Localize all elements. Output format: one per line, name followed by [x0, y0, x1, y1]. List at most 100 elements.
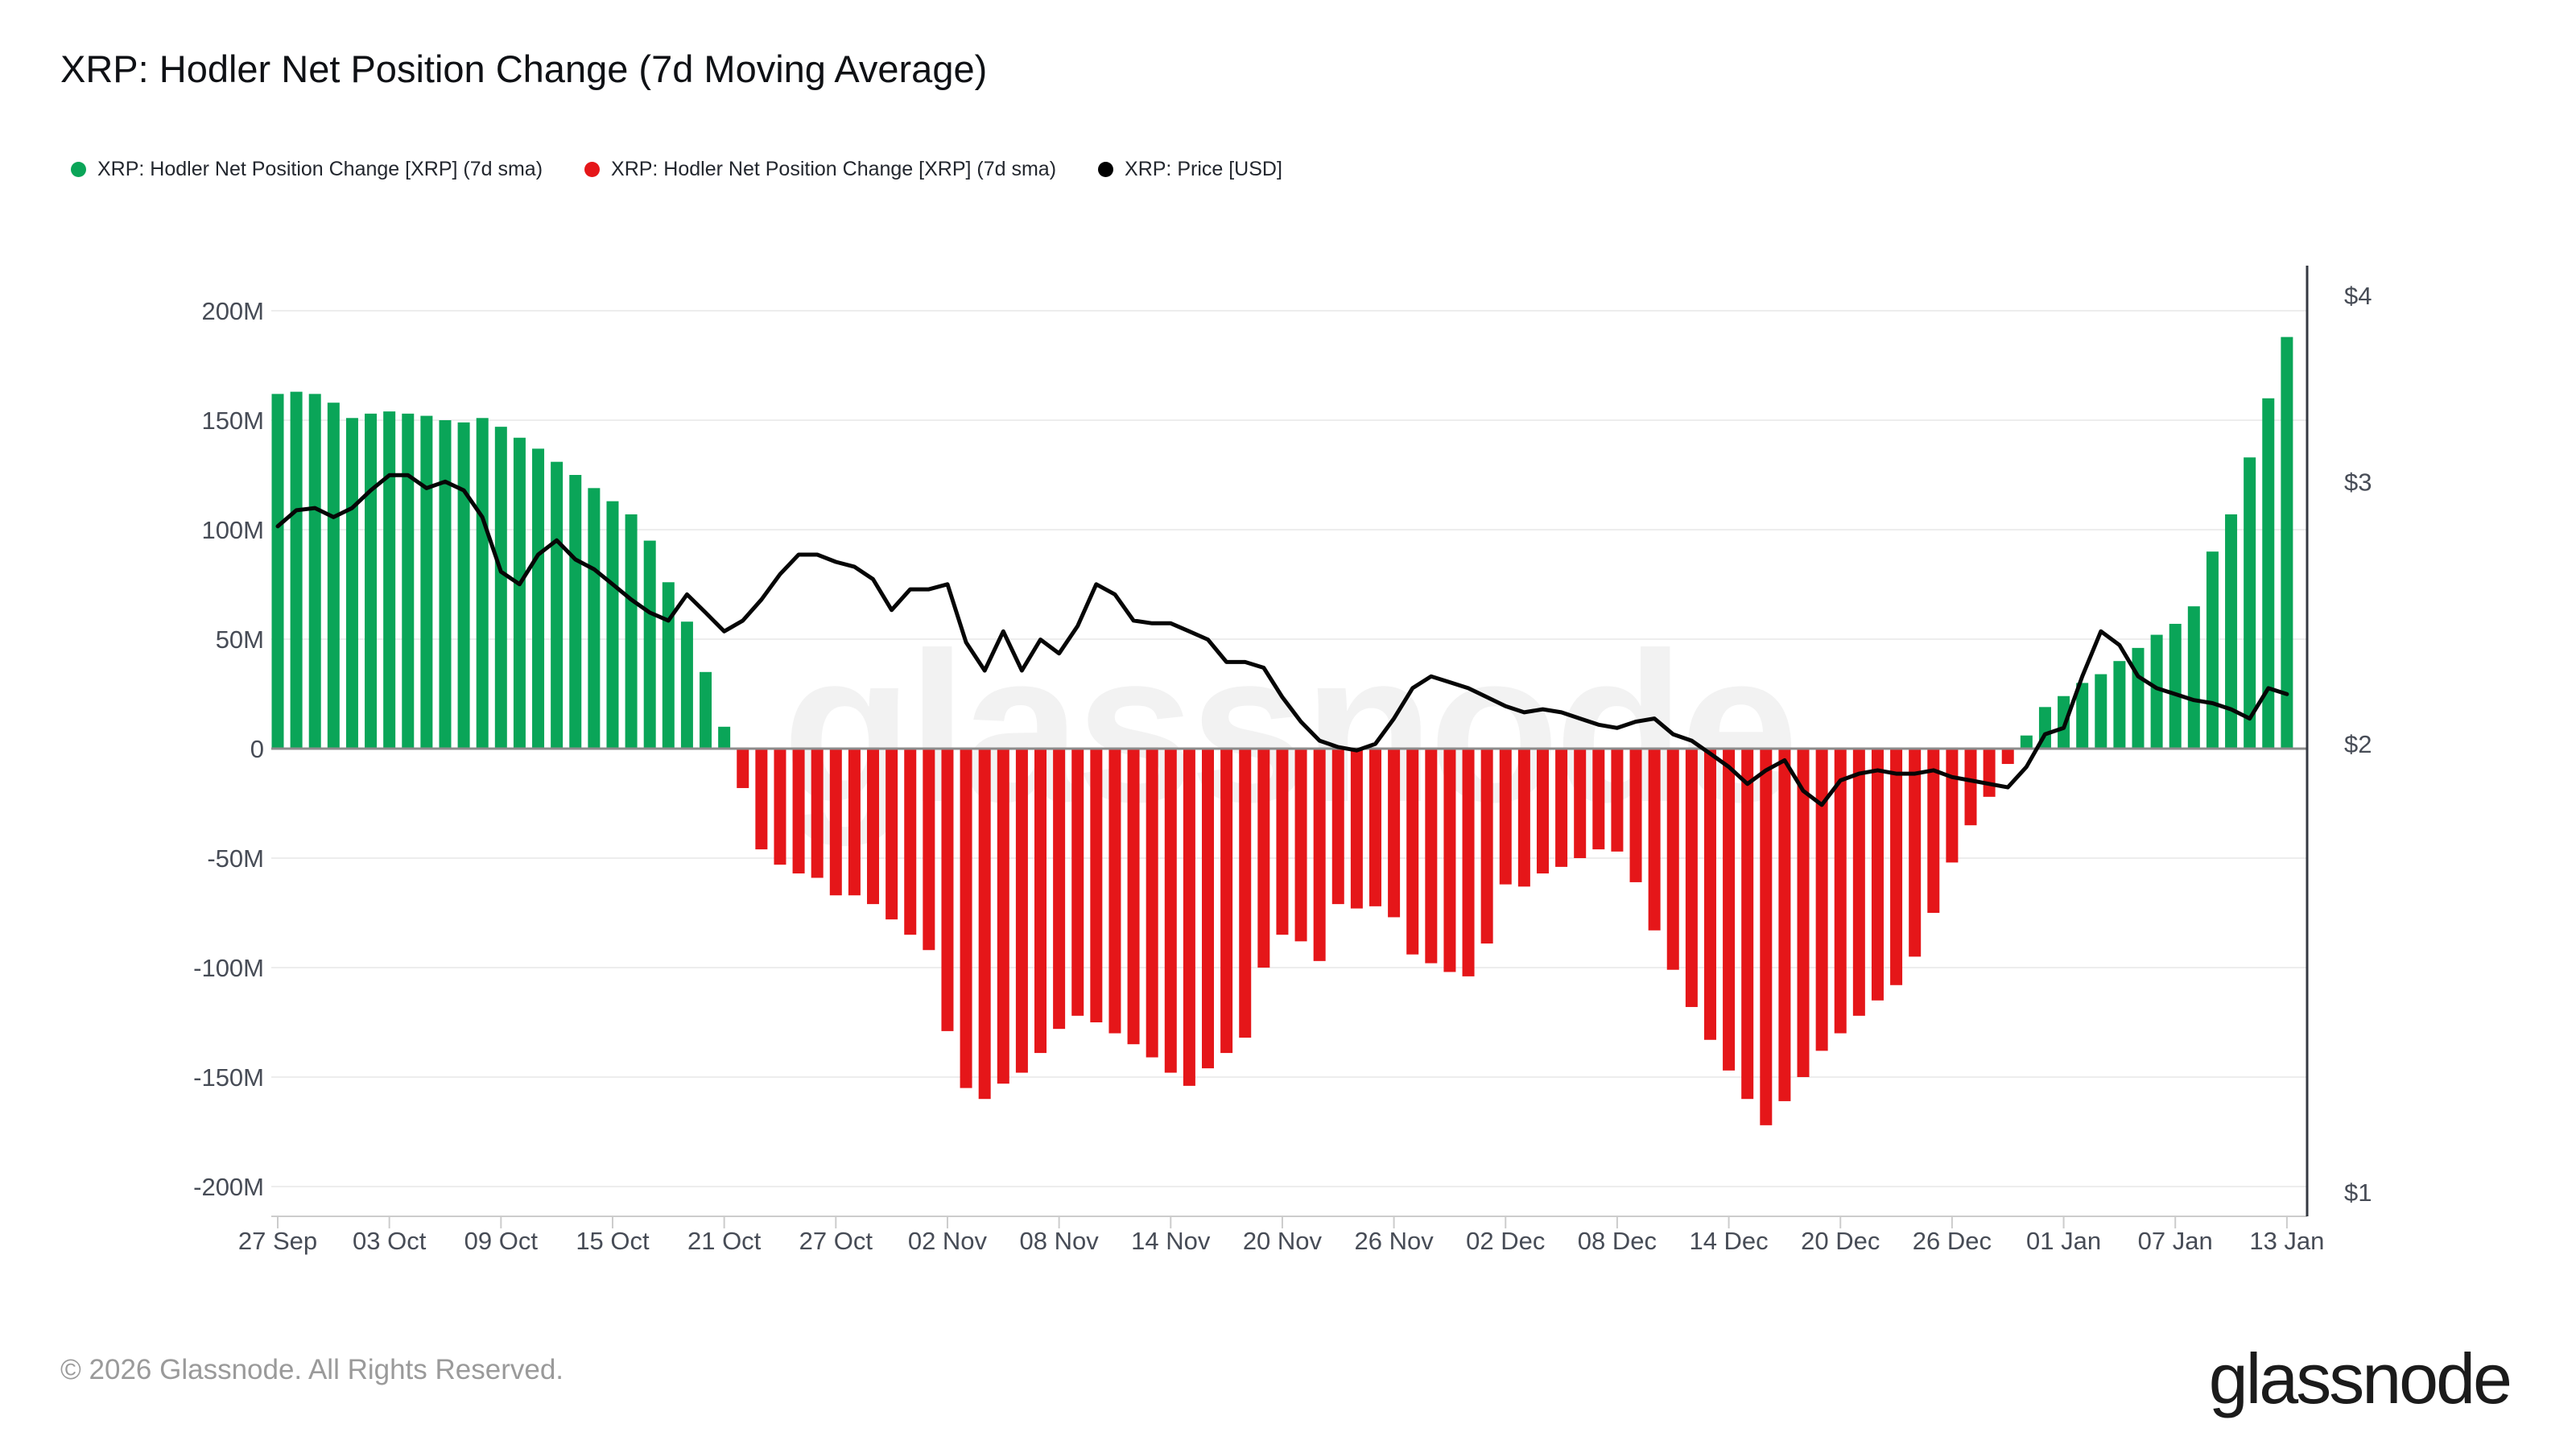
x-axis-label: 26 Dec [1913, 1227, 1992, 1255]
bar-positive [662, 582, 675, 749]
legend-item-label: XRP: Hodler Net Position Change [XRP] (7… [611, 158, 1057, 180]
bar-positive [606, 501, 619, 749]
bar-negative [1536, 749, 1549, 874]
y-axis-label: 100M [201, 516, 264, 544]
bar-positive [569, 475, 582, 749]
bar-negative [1257, 749, 1270, 968]
bar-positive [680, 621, 693, 749]
bar-negative [1015, 749, 1028, 1073]
legend-item-2[interactable]: XRP: Price [USD] [1098, 158, 1282, 181]
bar-positive [2262, 398, 2275, 749]
x-axis-label: 27 Sep [238, 1227, 317, 1255]
bar-positive [383, 411, 396, 749]
bar-negative [1517, 749, 1530, 887]
bar-negative [792, 749, 805, 874]
y-axis-label: 50M [216, 625, 264, 654]
bar-negative [1202, 749, 1214, 1069]
copyright-text: © 2026 Glassnode. All Rights Reserved. [60, 1354, 564, 1385]
bar-negative [1741, 749, 1754, 1100]
bar-negative [1071, 749, 1084, 1016]
bar-positive [513, 437, 526, 749]
bar-negative [1666, 749, 1679, 970]
bar-positive [2020, 735, 2033, 749]
bar-positive [308, 394, 321, 749]
bar-negative [811, 749, 824, 878]
bar-negative [1760, 749, 1773, 1125]
chart-legend: XRP: Hodler Net Position Change [XRP] (7… [71, 158, 1282, 181]
bar-negative [755, 749, 768, 850]
bar-negative [941, 749, 954, 1031]
bar-positive [271, 394, 284, 749]
bar-positive [532, 448, 545, 749]
y-axis-label: 150M [201, 407, 264, 435]
bar-positive [551, 461, 564, 749]
bar-positive [439, 420, 452, 749]
y-axis-label: -50M [207, 844, 264, 873]
bar-positive [2132, 647, 2145, 749]
bar-negative [1406, 749, 1419, 955]
bar-positive [290, 391, 303, 749]
bar-negative [1443, 749, 1456, 972]
bar-positive [476, 418, 489, 749]
bar-negative [1946, 749, 1959, 863]
bar-negative [1964, 749, 1977, 826]
bar-negative [923, 749, 935, 951]
bar-positive [457, 422, 470, 749]
price-axis-label: $3 [2344, 468, 2372, 496]
bar-negative [1276, 749, 1289, 935]
bar-negative [1108, 749, 1121, 1034]
bar-positive [2076, 683, 2089, 749]
bar-negative [1611, 749, 1624, 852]
glassnode-logo: glassnode [2208, 1339, 2512, 1418]
bar-negative [2001, 749, 2014, 765]
x-axis-label: 21 Oct [687, 1227, 762, 1255]
x-axis-label: 26 Nov [1354, 1227, 1434, 1255]
bar-negative [978, 749, 991, 1100]
bar-positive [365, 413, 378, 749]
bar-negative [1053, 749, 1066, 1030]
bar-negative [904, 749, 917, 935]
x-axis-label: 09 Oct [464, 1227, 539, 1255]
x-axis-label: 20 Dec [1801, 1227, 1880, 1255]
bar-positive [2225, 514, 2238, 749]
x-axis-label: 13 Jan [2249, 1227, 2324, 1255]
bar-negative [1220, 749, 1233, 1054]
bar-negative [774, 749, 786, 865]
bar-negative [1834, 749, 1847, 1034]
bar-negative [1797, 749, 1810, 1077]
y-axis-label: -100M [193, 954, 264, 982]
bar-positive [2187, 606, 2200, 749]
bar-negative [1852, 749, 1865, 1016]
x-axis-label: 02 Nov [908, 1227, 988, 1255]
bar-negative [1499, 749, 1512, 885]
legend-item-0[interactable]: XRP: Hodler Net Position Change [XRP] (7… [71, 158, 543, 181]
bar-negative [1331, 749, 1344, 905]
bar-negative [960, 749, 972, 1088]
x-axis-label: 08 Dec [1578, 1227, 1657, 1255]
bar-negative [829, 749, 842, 896]
x-axis-label: 08 Nov [1020, 1227, 1100, 1255]
legend-item-label: XRP: Hodler Net Position Change [XRP] (7… [97, 158, 543, 180]
bar-positive [643, 540, 656, 749]
bar-negative [997, 749, 1009, 1084]
bar-negative [1183, 749, 1195, 1086]
x-axis-label: 20 Nov [1243, 1227, 1323, 1255]
bar-positive [402, 413, 415, 749]
x-axis-label: 01 Jan [2026, 1227, 2101, 1255]
bar-negative [1388, 749, 1401, 918]
x-axis-label: 27 Oct [799, 1227, 873, 1255]
bar-negative [1368, 749, 1381, 906]
bar-negative [1090, 749, 1103, 1022]
bar-positive [700, 671, 712, 749]
bar-positive [2169, 623, 2182, 749]
y-axis-label: -150M [193, 1063, 264, 1092]
bar-negative [1648, 749, 1661, 931]
legend-item-label: XRP: Price [USD] [1125, 158, 1282, 180]
legend-item-1[interactable]: XRP: Hodler Net Position Change [XRP] (7… [584, 158, 1056, 181]
bar-positive [625, 514, 638, 749]
bar-negative [1592, 749, 1605, 850]
bar-negative [1629, 749, 1642, 882]
x-axis-label: 07 Jan [2138, 1227, 2213, 1255]
